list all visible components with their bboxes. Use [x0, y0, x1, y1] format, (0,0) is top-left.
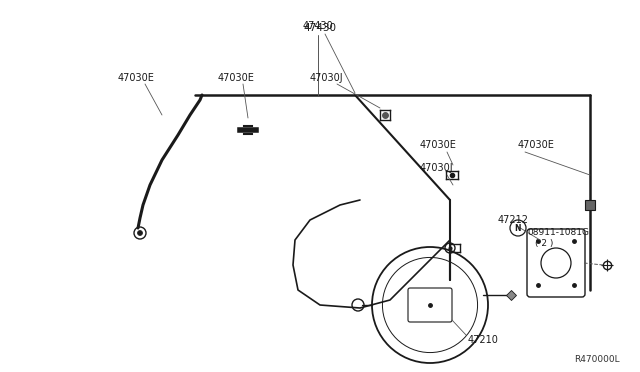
Text: 47030J: 47030J — [420, 163, 454, 173]
Text: N: N — [515, 224, 521, 232]
Text: R470000L: R470000L — [574, 356, 620, 365]
Text: 47030E: 47030E — [218, 73, 255, 83]
Text: 47030E: 47030E — [420, 140, 457, 150]
Text: 47030E: 47030E — [118, 73, 155, 83]
Text: ( 2 ): ( 2 ) — [535, 238, 554, 247]
Text: 47430: 47430 — [303, 21, 333, 31]
Text: 47210: 47210 — [468, 335, 499, 345]
Text: 47430: 47430 — [303, 23, 336, 33]
Text: 47212: 47212 — [498, 215, 529, 225]
Text: 47030E: 47030E — [518, 140, 555, 150]
Text: 47030J: 47030J — [310, 73, 344, 83]
Circle shape — [138, 231, 143, 235]
Text: 08911-1081G: 08911-1081G — [527, 228, 589, 237]
